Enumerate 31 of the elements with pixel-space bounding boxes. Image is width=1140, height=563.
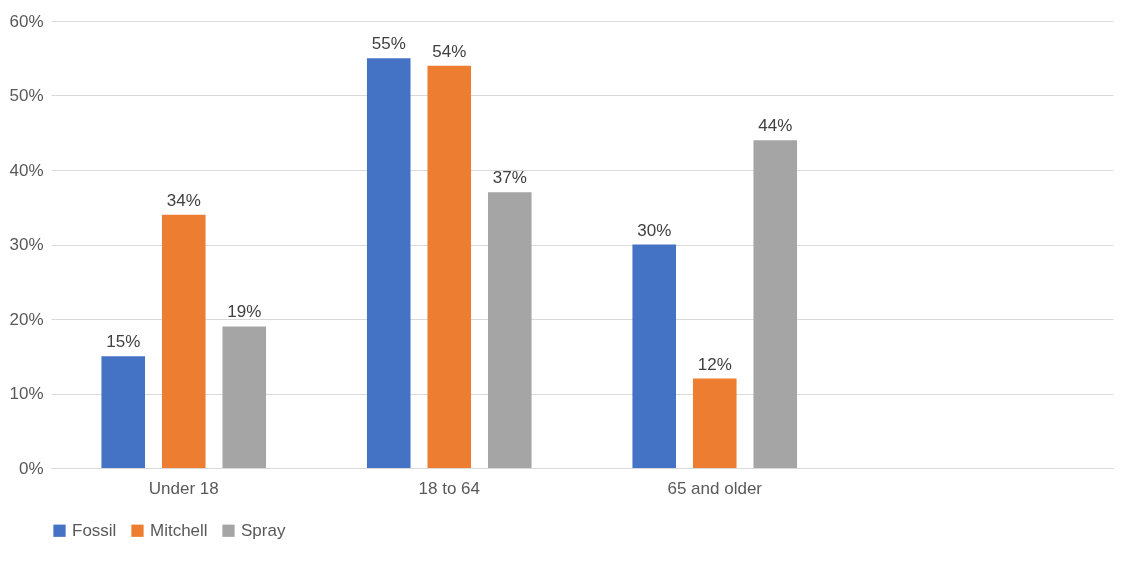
y-tick-label: 40% [9,160,44,180]
legend-label: Spray [241,520,286,540]
bar [101,356,146,468]
data-label: 54% [432,41,467,61]
y-tick-label: 20% [9,309,44,329]
bar [692,378,737,468]
bar [487,192,532,468]
bar [222,326,267,468]
bar [161,214,206,468]
bar [366,58,411,468]
x-tick-label: 65 and older [667,478,763,498]
y-tick-label: 60% [9,11,44,31]
y-tick-label: 50% [9,86,44,105]
legend-label: Fossil [72,520,117,540]
y-tick-label: 30% [9,235,44,254]
bar [427,65,472,468]
data-label: 44% [758,116,793,136]
x-tick-label: 18 to 64 [418,478,480,498]
data-label: 19% [227,302,262,322]
data-label: 30% [637,220,672,240]
x-tick-label: Under 18 [148,478,219,498]
bar [632,244,677,468]
data-label: 34% [166,190,201,210]
data-label: 37% [492,168,527,188]
data-label: 15% [106,332,141,352]
data-label: 12% [697,354,732,374]
legend-label: Mitchell [150,520,208,540]
y-tick-label: 10% [9,384,44,403]
data-label: 55% [371,34,406,54]
y-tick-label: 0% [18,458,44,478]
bar [753,140,798,468]
